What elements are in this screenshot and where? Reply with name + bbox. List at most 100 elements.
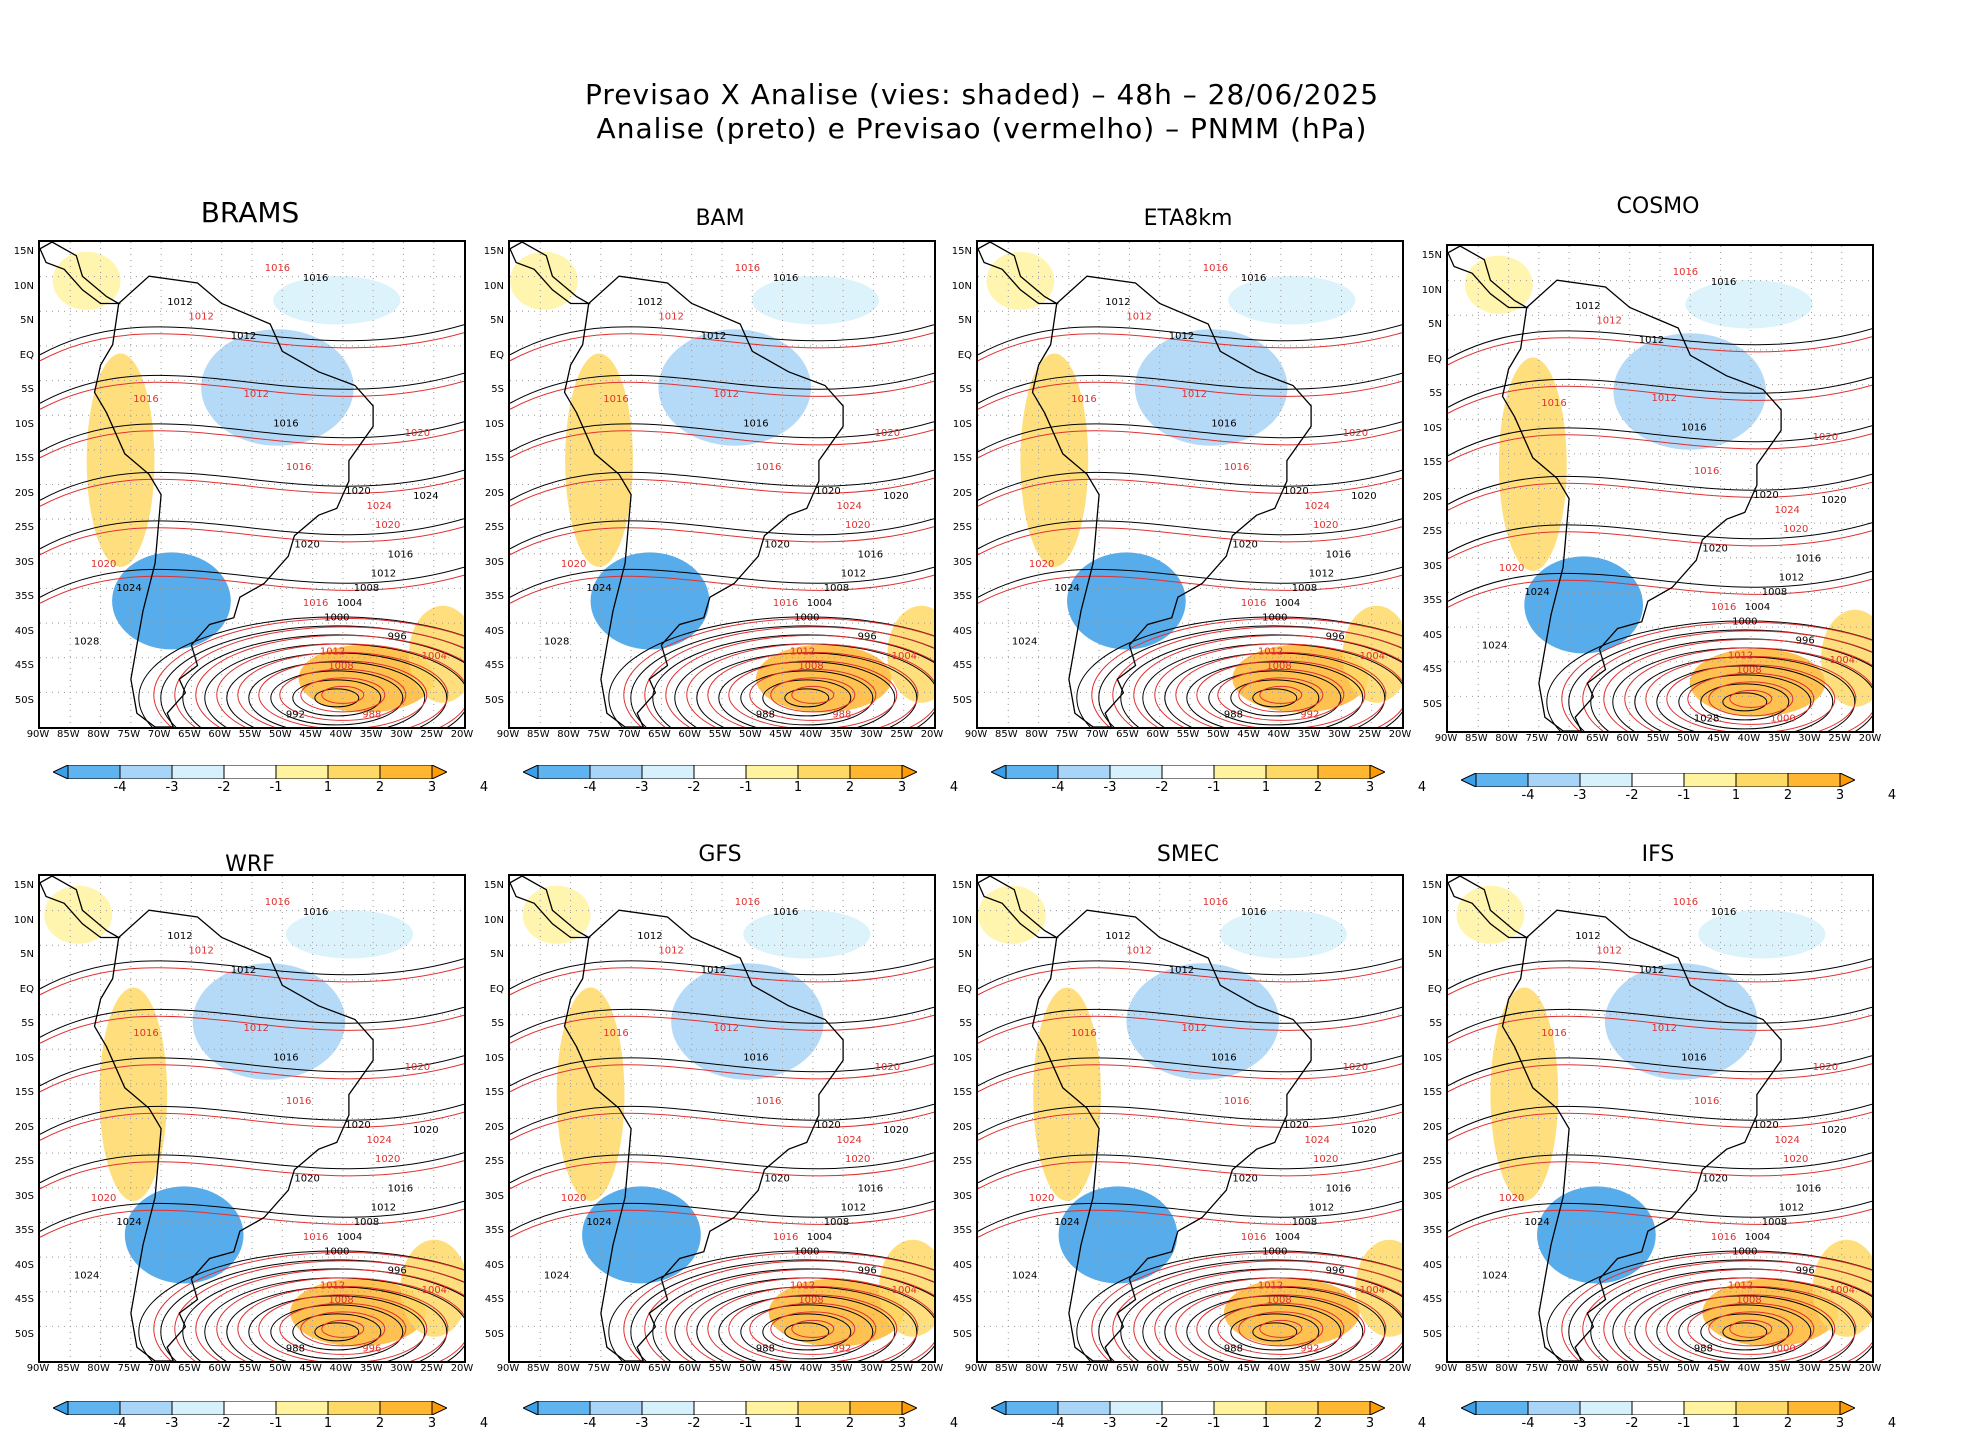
forecast-contour-label: 1016 [1711, 602, 1736, 613]
bias-shading [1490, 987, 1559, 1201]
colorbar-label: -1 [739, 1416, 753, 1431]
analysis-contour-label: 1016 [303, 907, 328, 918]
latitude-tick-label: 10N [951, 914, 972, 926]
colorbar [51, 1400, 449, 1419]
colorbar-segment [1057, 1400, 1111, 1416]
colorbar-label: 4 [949, 780, 959, 795]
analysis-contour-label: 1008 [354, 583, 379, 594]
south-america-outline [93, 909, 374, 1361]
forecast-contour-label: 1016 [1541, 1028, 1566, 1039]
latitude-tick-label: 10S [1422, 1052, 1442, 1064]
longitude-tick-label: 25W [1358, 1363, 1382, 1374]
forecast-contour-label: 1012 [1126, 946, 1151, 957]
colorbar [1459, 1400, 1857, 1419]
forecast-contour-label: 1020 [845, 520, 870, 531]
analysis-contour-label: 1004 [1275, 598, 1300, 609]
latitude-tick-label: 15N [13, 880, 34, 891]
figure-title-line2: Analise (preto) e Previsao (vermelho) – … [596, 112, 1368, 145]
longitude-tick-label: 75W [587, 729, 611, 740]
south-america-outline [93, 275, 374, 727]
bias-shading [1228, 275, 1356, 325]
latitude-tick-label: EQ [19, 349, 34, 361]
latitude-tick-label: 35S [952, 591, 972, 602]
colorbar-arrow-right [901, 764, 919, 780]
longitude-tick-label: 65W [1116, 729, 1139, 740]
south-america-outline [563, 909, 844, 1361]
bias-shading [1604, 963, 1758, 1080]
longitude-tick-label: 85W [56, 1363, 80, 1374]
analysis-contour-label: 1020 [1753, 1120, 1778, 1131]
panel-title: WRF [225, 852, 275, 877]
forecast-contour-label: 1020 [405, 428, 430, 439]
latitude-tick-label: 5S [491, 384, 504, 395]
bias-shading [1524, 556, 1644, 654]
latitude-tick-label: 45S [484, 660, 504, 671]
longitude-tick-label: 55W [708, 1363, 732, 1374]
forecast-contour-label: 1020 [91, 559, 116, 570]
latitude-tick-label: 40S [484, 1259, 504, 1271]
latitude-tick-label: 10N [13, 914, 34, 926]
forecast-contour-label: 1020 [1343, 428, 1368, 439]
south-america-outline [563, 275, 844, 727]
central-america-outline [1448, 876, 1530, 939]
analysis-contour-label: 1012 [1105, 297, 1130, 308]
colorbar-segment [693, 1400, 747, 1416]
latitude-tick-label: 15S [484, 1087, 504, 1098]
colorbar-segment [1735, 772, 1789, 788]
bias-shading [201, 329, 354, 446]
longitude-tick-label: 60W [208, 1363, 232, 1374]
colorbar-segment [1317, 1400, 1371, 1416]
analysis-contour-label: 1028 [74, 637, 99, 648]
longitude-tick-label: 75W [1525, 1363, 1549, 1374]
forecast-contour-label: 1000 [1770, 713, 1795, 724]
colorbar-label: 1 [1731, 1416, 1741, 1431]
colorbar-label: -3 [1103, 1416, 1117, 1431]
map-svg: 1016 1012 1012 1016 1020 1020 1016 1012 1008 1004… [40, 242, 464, 727]
longitude-tick-label: 40W [1267, 729, 1291, 740]
analysis-contour-label: 1016 [1211, 1052, 1236, 1063]
longitude-tick-label: 20W [1858, 733, 1882, 744]
colorbar-segment [849, 1400, 903, 1416]
analysis-contour-label: 1020 [1351, 1125, 1376, 1136]
longitude-tick-label: 30W [1328, 729, 1351, 740]
longitude-tick-label: 45W [1707, 1363, 1730, 1374]
analysis-contour-label: 1012 [167, 931, 192, 942]
colorbar-arrow-right [1839, 1400, 1857, 1416]
analysis-contour-label: 1028 [1694, 713, 1719, 724]
colorbar-label: 4 [1887, 788, 1897, 803]
colorbar-arrow-left [989, 764, 1007, 780]
longitude-tick-label: 25W [1358, 729, 1382, 740]
forecast-contour-label: 1024 [1774, 1135, 1799, 1146]
colorbar-arrow-left [1459, 772, 1477, 788]
forecast-contour-label: 1012 [1596, 316, 1621, 327]
analysis-contour-label: 1012 [371, 569, 396, 580]
analysis-contour-label: 1020 [1821, 495, 1846, 506]
analysis-contour-label: 1004 [1745, 1232, 1770, 1243]
colorbar-label: -3 [1573, 788, 1587, 803]
analysis-contour-label: 1016 [1681, 422, 1706, 433]
analysis-contour-label: 1020 [764, 540, 789, 551]
bias-shading [878, 1239, 934, 1337]
forecast-contour-label: 1020 [845, 1154, 870, 1165]
longitude-tick-label: 55W [1646, 733, 1670, 744]
colorbar [989, 764, 1387, 783]
colorbar-arrow-right [431, 764, 449, 780]
forecast-contour-label: 1016 [1673, 897, 1698, 908]
longitude-tick-label: 55W [238, 729, 262, 740]
latitude-tick-label: 45S [952, 1294, 972, 1305]
forecast-contour-label: 1020 [1813, 1062, 1838, 1073]
analysis-contour-label: 1024 [74, 1271, 99, 1282]
forecast-contour-label: 996 [362, 1343, 381, 1354]
longitude-tick-label: 80W [557, 1363, 580, 1374]
colorbar-arrow-right [1839, 772, 1857, 788]
forecast-contour-label: 1016 [1224, 1096, 1249, 1107]
analysis-contour-label: 1004 [1275, 1232, 1300, 1243]
longitude-tick-label: 50W [1206, 729, 1230, 740]
forecast-contour-label: 1020 [1813, 432, 1838, 443]
bias-shading [285, 909, 414, 959]
colorbar-label: -2 [687, 1416, 701, 1431]
forecast-contour-label: 1020 [1499, 563, 1524, 574]
latitude-tick-label: 45S [1422, 1294, 1442, 1305]
latitude-tick-label: 40S [484, 625, 504, 637]
forecast-contour-label: 1016 [1694, 1096, 1719, 1107]
